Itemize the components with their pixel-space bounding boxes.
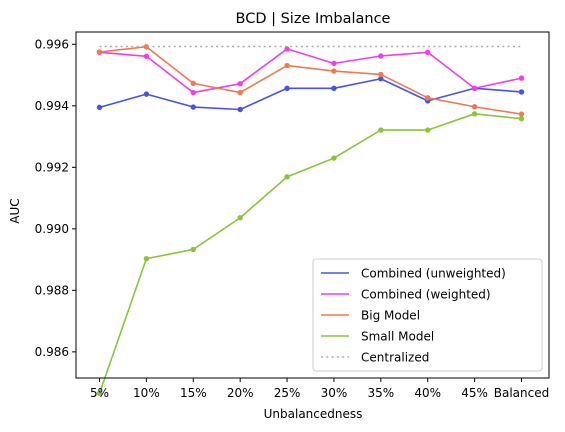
- y-axis-label: AUC: [8, 198, 22, 223]
- y-tick-label: 0.996: [35, 37, 69, 51]
- legend-box: [312, 258, 543, 372]
- x-axis-label: Unbalancedness: [264, 407, 363, 421]
- series-line: [99, 45, 522, 115]
- y-tick-label: 0.986: [35, 345, 69, 359]
- data-point: [190, 246, 196, 253]
- x-tick-label: 15%: [180, 386, 207, 400]
- data-point: [471, 104, 478, 110]
- data-point: [284, 85, 290, 91]
- data-point: [378, 53, 384, 59]
- x-tick-label: 5%: [90, 386, 109, 400]
- data-point: [237, 215, 243, 221]
- legend-entry: Small Model: [321, 330, 434, 344]
- data-point: [378, 71, 384, 78]
- data-point: [237, 89, 243, 96]
- series-2: [96, 44, 525, 117]
- data-point: [96, 104, 103, 111]
- data-point: [143, 255, 150, 262]
- data-point: [331, 68, 337, 74]
- x-tick-label: 45%: [461, 386, 488, 400]
- legend-label: Centralized: [361, 351, 429, 365]
- data-point: [96, 49, 103, 55]
- data-point: [425, 49, 431, 55]
- y-tick-label: 0.994: [35, 99, 69, 113]
- data-point: [331, 60, 337, 67]
- data-point: [190, 104, 196, 110]
- legend: Combined (unweighted) Combined (weighted)…: [312, 258, 543, 372]
- chart-title: BCD | Size Imbalance: [236, 11, 391, 27]
- series-0: [96, 76, 525, 113]
- x-tick-label: 30%: [321, 386, 348, 400]
- data-point: [425, 95, 431, 101]
- legend-label: Big Model: [361, 309, 420, 323]
- data-point: [425, 127, 431, 133]
- data-point: [96, 390, 103, 397]
- y-tick-label: 0.988: [35, 283, 69, 297]
- data-point: [190, 80, 196, 87]
- data-point: [331, 85, 337, 91]
- legend-entry: Combined (unweighted): [321, 267, 506, 281]
- data-point: [143, 44, 150, 50]
- data-point: [284, 174, 290, 180]
- legend-label: Small Model: [361, 330, 434, 344]
- data-point: [518, 89, 525, 95]
- data-point: [331, 155, 337, 161]
- plot-area: [96, 44, 525, 397]
- axes: 0.986 0.988 0.990 0.992 0.994 0.996 5% 10% 15% 20…: [35, 31, 550, 400]
- data-point: [143, 53, 150, 59]
- data-point: [471, 85, 478, 91]
- x-tick-label: 25%: [274, 386, 301, 400]
- series-3: [96, 111, 525, 397]
- data-point: [284, 62, 290, 69]
- x-tick-label: 35%: [367, 386, 394, 400]
- legend-label: Combined (unweighted): [361, 267, 506, 281]
- legend-entry: Big Model: [321, 309, 420, 323]
- legend-entry: Centralized: [321, 351, 429, 365]
- data-point: [237, 106, 243, 113]
- data-point: [518, 75, 525, 81]
- series-line: [98, 113, 522, 394]
- data-point: [237, 80, 243, 87]
- x-tick-label: Balanced: [494, 386, 549, 400]
- x-tick-label: 10%: [133, 386, 160, 400]
- data-point: [471, 111, 478, 117]
- x-tick-label: 40%: [414, 386, 441, 400]
- legend-label: Combined (weighted): [361, 288, 491, 302]
- data-point: [143, 91, 150, 97]
- data-point: [518, 116, 525, 122]
- y-tick-label: 0.992: [35, 160, 69, 174]
- plot-frame: [75, 31, 550, 379]
- data-point: [284, 46, 290, 52]
- series-1: [96, 46, 525, 96]
- y-tick-label: 0.990: [35, 222, 69, 236]
- data-point: [518, 111, 525, 117]
- series-line: [99, 48, 522, 94]
- series-line: [99, 77, 522, 111]
- legend-entry: Combined (weighted): [321, 288, 491, 302]
- data-point: [190, 89, 196, 96]
- data-point: [378, 76, 384, 82]
- data-point: [378, 127, 384, 133]
- x-tick-label: 20%: [227, 386, 254, 400]
